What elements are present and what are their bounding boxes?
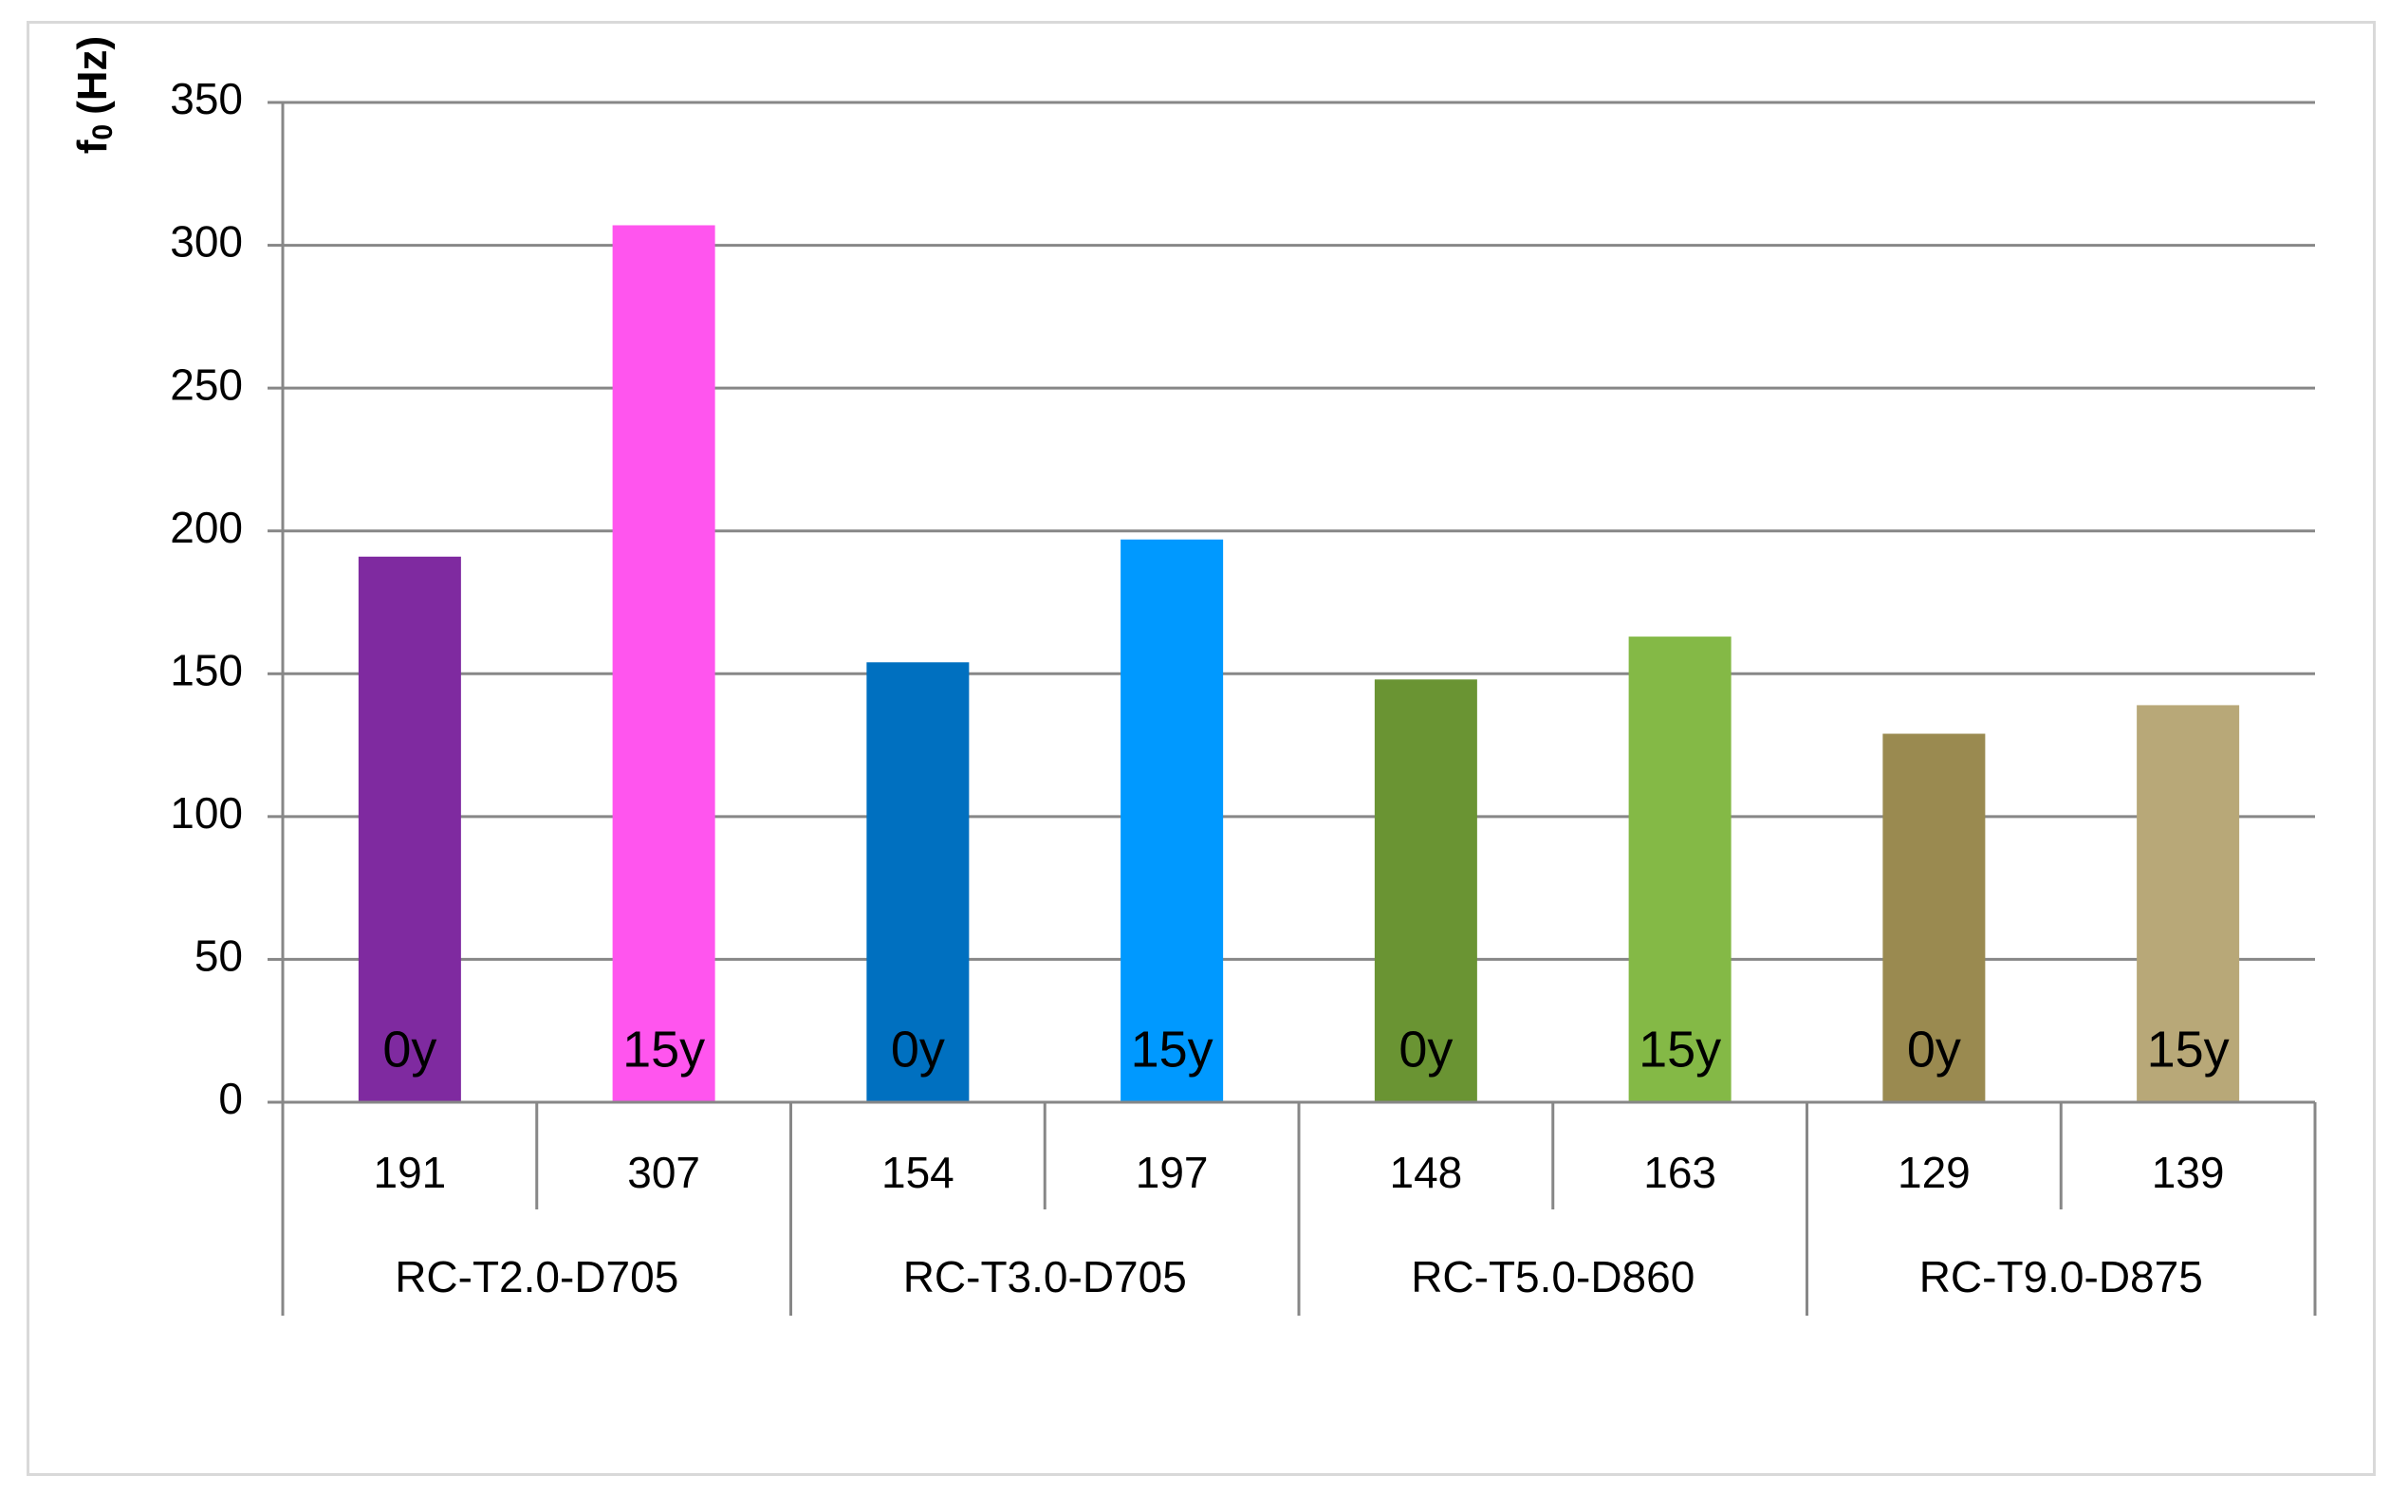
y-axis-label-main: f [69,139,116,154]
y-axis-label-unit: (Hz) [69,36,116,115]
bars [358,225,2240,1102]
y-tick-label: 200 [170,503,243,552]
bar [2137,705,2240,1102]
bar [1374,679,1477,1102]
bar-label: 15y [622,1021,705,1078]
x-category-label: 154 [881,1148,954,1197]
y-tick-label: 350 [170,74,243,123]
x-category-label: 197 [1136,1148,1209,1197]
y-axis-label-subscript: 0 [87,124,119,140]
x-category-label: 307 [627,1148,700,1197]
bar-label: 0y [1398,1021,1453,1078]
y-tick-label: 300 [170,217,243,267]
y-tick-label: 150 [170,645,243,694]
y-tick-label: 250 [170,360,243,409]
x-category-label: 163 [1643,1148,1716,1197]
bar [358,556,461,1102]
bar-label: 15y [1639,1021,1721,1078]
x-category-label: 139 [2152,1148,2225,1197]
y-tick-label: 50 [194,931,243,981]
x-category-label: 148 [1390,1148,1463,1197]
x-group-label: RC-T9.0-D875 [1919,1252,2203,1301]
bar-label: 0y [382,1021,436,1078]
bar-label: 0y [1907,1021,1961,1078]
bar-label: 15y [2147,1021,2230,1078]
bar [1121,539,1224,1102]
x-category-label: 129 [1898,1148,1971,1197]
bar [1628,636,1732,1102]
y-axis-label: f0 (Hz) [69,36,119,154]
axes [268,101,2317,1316]
x-group-label: RC-T2.0-D705 [395,1252,678,1301]
y-tick-label: 100 [170,788,243,838]
x-category-label: 191 [374,1148,447,1197]
x-group-label: RC-T5.0-D860 [1411,1252,1695,1301]
x-group-label: RC-T3.0-D705 [903,1252,1187,1301]
bar-label: 15y [1131,1021,1213,1078]
bar [866,662,970,1102]
bar [1882,733,1986,1102]
gridlines [283,101,2315,961]
bar-label: 0y [891,1021,945,1078]
labels: 0 50 100 150 200 250 300 350 0y 191 15y 307 0y 154 15y… [170,74,2229,1301]
bar [612,225,715,1102]
y-tick-label: 0 [218,1074,243,1123]
